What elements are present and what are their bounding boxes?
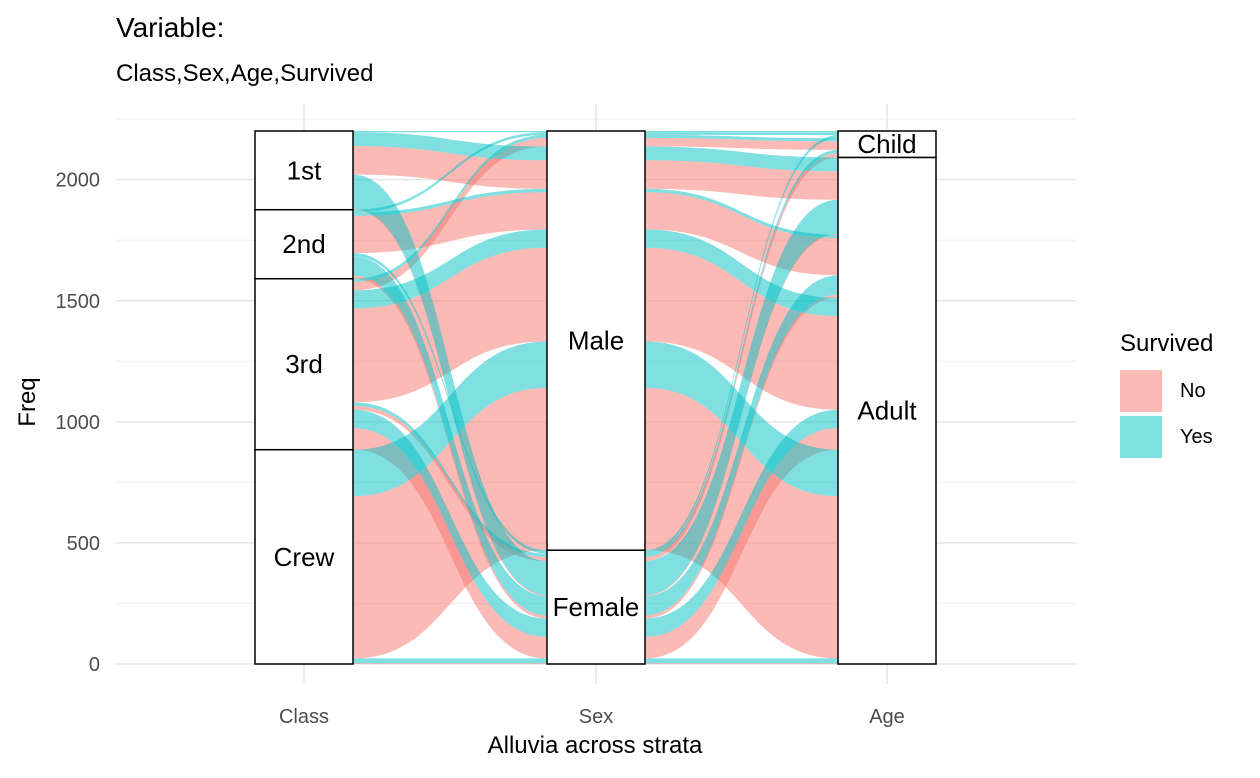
flow-ribbon xyxy=(645,229,838,317)
y-tick-label: 1500 xyxy=(56,291,101,313)
flow-ribbon xyxy=(645,341,838,497)
legend-item-yes: Yes xyxy=(1120,414,1213,460)
stratum-label: Female xyxy=(553,592,640,622)
flow-ribbon xyxy=(645,428,838,659)
stratum-box xyxy=(546,130,646,551)
flow-ribbon xyxy=(353,247,547,403)
flow-ribbon xyxy=(353,174,547,551)
flow-ribbon xyxy=(353,174,547,595)
x-tick-label: Age xyxy=(869,706,905,728)
flow-ribbon xyxy=(353,663,547,664)
flow-ribbon xyxy=(645,199,838,595)
flow-ribbon xyxy=(353,256,547,616)
y-tick-label: 500 xyxy=(67,533,100,555)
stratum-box xyxy=(837,130,937,159)
legend: Survived No Yes xyxy=(1120,330,1213,460)
x-axis: Class Sex Age xyxy=(279,706,905,728)
x-tick-label: Class xyxy=(279,706,329,728)
flows xyxy=(353,131,838,664)
flow-ribbon xyxy=(645,132,838,136)
flow-ribbon xyxy=(645,132,838,551)
stratum-label: Child xyxy=(857,129,916,159)
stratum-label: Male xyxy=(568,326,624,356)
flow-ribbon xyxy=(353,229,547,309)
flow-ribbon xyxy=(645,149,838,557)
flow-ribbon xyxy=(645,658,838,664)
stratum-box xyxy=(254,277,354,451)
flow-ribbon xyxy=(645,663,838,664)
flow-ribbon xyxy=(353,428,547,659)
legend-item-no: No xyxy=(1120,368,1213,414)
flow-ribbon xyxy=(353,132,547,161)
flow-ribbon xyxy=(645,294,838,619)
stratum-label: 3rd xyxy=(285,349,323,379)
stratum-label: 1st xyxy=(287,155,322,185)
stratum-box xyxy=(837,156,937,665)
flow-ribbon xyxy=(645,275,838,616)
y-tick-label: 0 xyxy=(89,654,100,676)
flow-ribbon xyxy=(353,131,547,133)
stratum-box xyxy=(254,448,354,665)
flow-ribbon xyxy=(645,131,838,133)
legend-title: Survived xyxy=(1120,330,1214,357)
flow-ribbon xyxy=(645,409,838,637)
legend-key-no xyxy=(1120,370,1162,412)
flow-ribbon xyxy=(645,188,838,239)
flow-ribbon xyxy=(645,138,838,150)
stratum-box xyxy=(254,130,354,211)
flow-ribbon xyxy=(645,160,838,200)
x-tick-label: Sex xyxy=(579,706,613,728)
flow-ribbon xyxy=(353,188,547,216)
y-tick-label: 1000 xyxy=(56,412,101,434)
flow-ribbon xyxy=(353,658,547,664)
stratum-label: 2nd xyxy=(282,229,325,259)
x-axis-label: Alluvia across strata xyxy=(487,732,703,759)
flow-ribbon xyxy=(645,135,838,554)
stratum-box xyxy=(546,549,646,665)
flow-ribbon xyxy=(353,146,547,189)
flow-ribbon xyxy=(645,146,838,172)
flow-ribbon xyxy=(353,134,547,282)
stratum-label: Adult xyxy=(857,396,917,426)
flow-ribbon xyxy=(353,409,547,637)
legend-key-yes xyxy=(1120,416,1162,458)
y-tick-label: 2000 xyxy=(56,170,101,192)
legend-label-yes: Yes xyxy=(1180,425,1213,448)
flow-ribbon xyxy=(645,134,838,142)
flow-ribbon xyxy=(645,247,838,410)
chart-title: Variable: xyxy=(116,12,225,43)
chart-subtitle: Class,Sex,Age,Survived xyxy=(116,60,374,87)
flow-ribbon xyxy=(353,275,547,619)
strata: Crew 3rd 2nd 1st Female Male Adult Child xyxy=(254,129,937,665)
flow-ribbon xyxy=(353,132,547,213)
flow-ribbon xyxy=(353,402,547,557)
stratum-label: Crew xyxy=(274,542,335,572)
y-axis: 0 500 1000 1500 2000 xyxy=(56,170,101,676)
flow-ribbon xyxy=(353,341,547,497)
legend-label-no: No xyxy=(1180,379,1206,402)
y-axis-label: Freq xyxy=(14,377,41,427)
